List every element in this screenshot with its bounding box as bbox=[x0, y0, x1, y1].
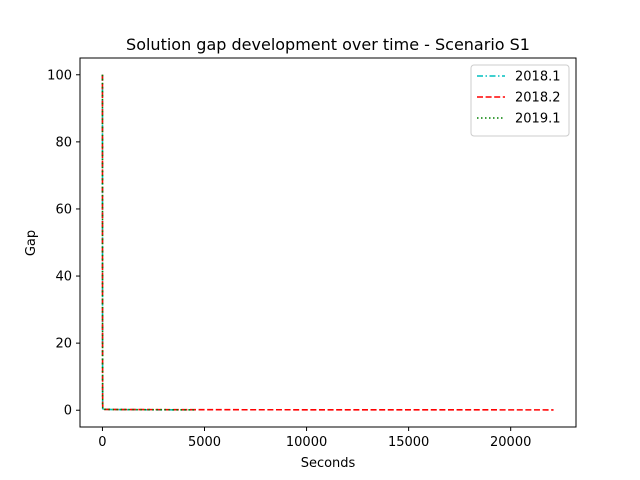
y-tick-label: 80 bbox=[55, 135, 72, 150]
y-tick-label: 20 bbox=[55, 337, 72, 352]
y-tick-label: 0 bbox=[64, 404, 72, 419]
x-tick-label: 10000 bbox=[286, 435, 327, 450]
legend-label: 2018.1 bbox=[515, 70, 561, 85]
x-axis-label: Seconds bbox=[301, 456, 356, 471]
x-tick-label: 5000 bbox=[188, 435, 221, 450]
y-tick-label: 100 bbox=[47, 68, 72, 83]
x-tick-label: 15000 bbox=[388, 435, 429, 450]
legend-label: 2019.1 bbox=[515, 112, 561, 127]
legend-label: 2018.2 bbox=[515, 91, 561, 106]
legend: 2018.1 2018.2 2019.1 bbox=[470, 64, 570, 137]
chart-title: Solution gap development over time - Sce… bbox=[126, 35, 530, 54]
legend-box bbox=[470, 64, 570, 137]
plot-frame bbox=[79, 57, 577, 428]
y-tick-label: 40 bbox=[55, 270, 72, 285]
y-axis-label: Gap bbox=[24, 230, 39, 256]
x-tick-label: 0 bbox=[98, 435, 106, 450]
x-axis: 0 5000 10000 15000 20000 bbox=[98, 427, 531, 450]
y-tick-label: 60 bbox=[55, 202, 72, 217]
x-tick-label: 20000 bbox=[490, 435, 531, 450]
series-line-2018-1 bbox=[101, 74, 195, 411]
plot-lines bbox=[101, 74, 554, 411]
y-axis: 0 20 40 60 80 100 bbox=[47, 68, 80, 419]
